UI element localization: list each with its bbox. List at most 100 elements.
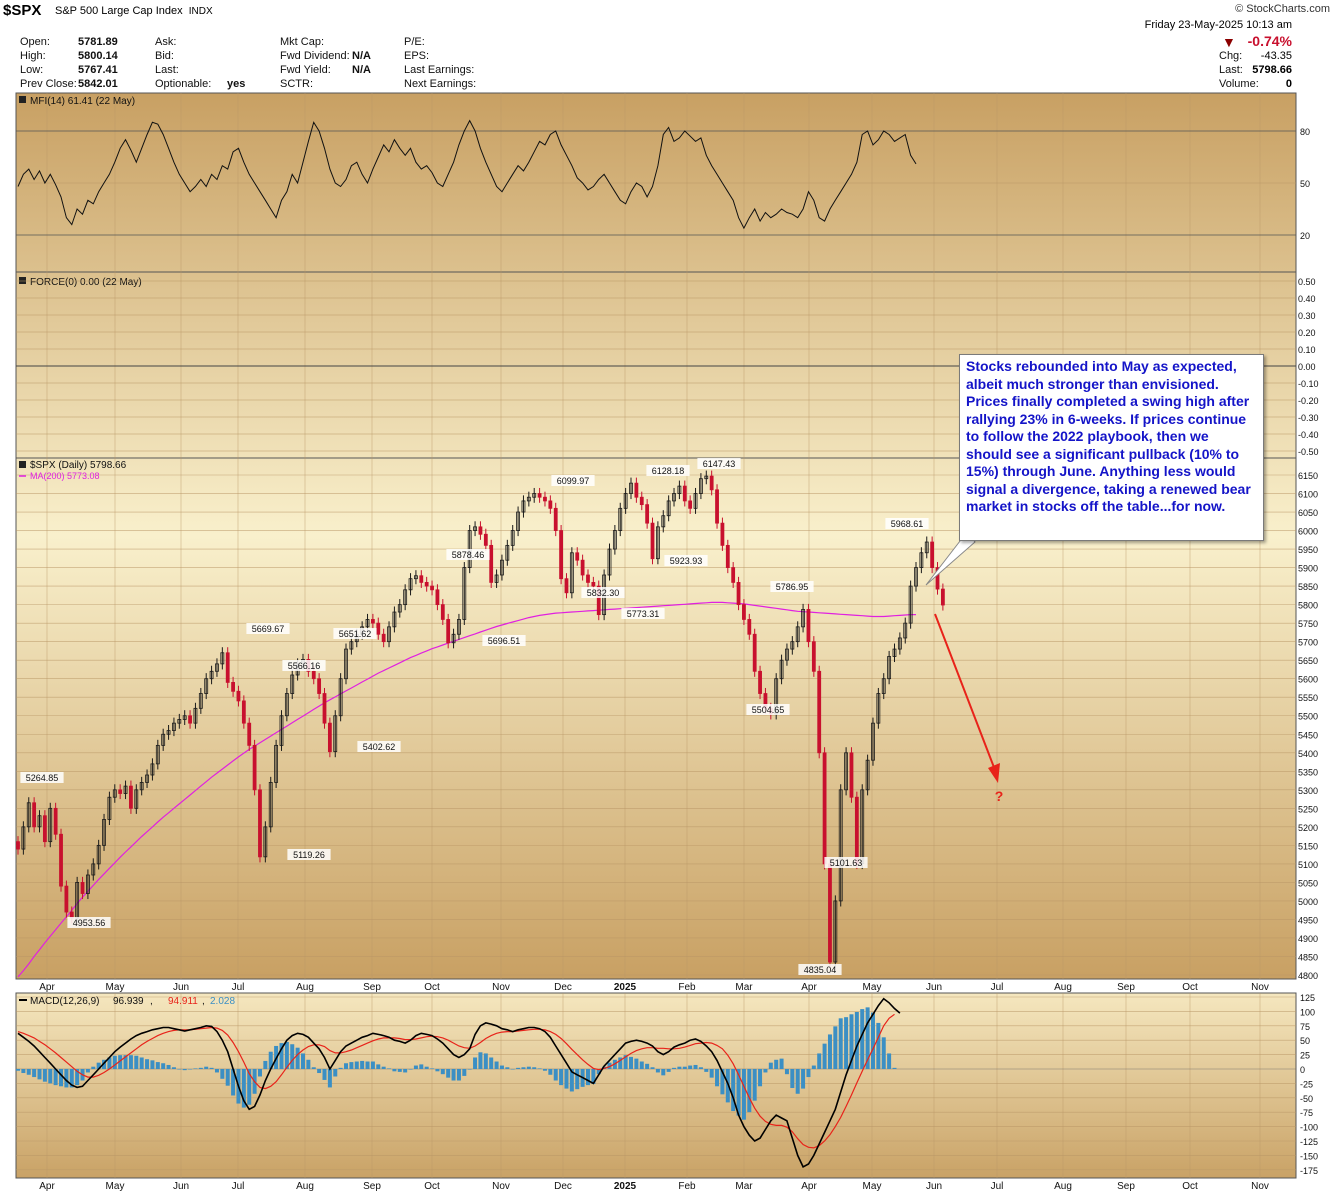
volume-label: Volume: [1219, 78, 1259, 90]
price-candle [666, 500, 671, 517]
price-candle [414, 575, 418, 580]
price-candle [806, 609, 811, 643]
price-y-tick: 4900 [1298, 934, 1318, 944]
macd-histogram-bar [268, 1051, 273, 1069]
macd-histogram-bar [548, 1069, 553, 1075]
macd-histogram-bar [516, 1067, 521, 1069]
price-label-bg [798, 964, 842, 975]
force-y-tick: -0.40 [1298, 430, 1319, 440]
mfi-title: MFI(14) 61.41 (22 May) [30, 96, 135, 107]
price-candle [397, 604, 402, 613]
price-candle [596, 585, 601, 616]
price-candle [752, 633, 757, 672]
price-candle [274, 744, 279, 783]
macd-histogram-bar [333, 1069, 338, 1077]
macd-histogram-bar [134, 1055, 139, 1069]
macd-histogram-bar [827, 1034, 832, 1069]
macd-histogram-bar [397, 1069, 402, 1072]
price-candle [731, 567, 736, 583]
macd-y-tick: -75 [1300, 1108, 1313, 1118]
price-candle [553, 507, 558, 531]
macd-histogram-bar [591, 1069, 596, 1084]
macd-histogram-bar [473, 1057, 478, 1069]
x-tick-label: Jul [991, 1181, 1004, 1192]
price-candle [209, 670, 214, 680]
price-annotation-label: 5119.26 [293, 850, 325, 860]
price-annotation-label: 5504.65 [752, 705, 785, 715]
macd-histogram-bar [892, 1067, 897, 1069]
macd-histogram-bar [166, 1064, 171, 1069]
x-tick-label: May [863, 982, 882, 993]
price-candle [720, 522, 725, 546]
price-label-bg [482, 635, 526, 646]
price-candle [247, 722, 252, 746]
macd-histogram-bar [752, 1069, 757, 1101]
macd-histogram-bar [795, 1069, 800, 1094]
annotation-box: Stocks rebounded into May as expected, a… [959, 354, 1264, 541]
source-watermark: © StockCharts.com [1235, 3, 1330, 15]
price-candle [279, 715, 284, 746]
price-candle [451, 633, 456, 644]
macd-histogram-bar [155, 1062, 160, 1069]
price-candle [736, 582, 741, 606]
macd-histogram-bar [430, 1068, 435, 1069]
price-label-bg [357, 741, 401, 752]
price-y-tick: 5150 [1298, 841, 1318, 851]
open-label: Open: [20, 36, 50, 48]
x-tick-label: Jun [173, 982, 189, 993]
price-candle [699, 478, 703, 494]
x-tick-label: Sep [363, 982, 381, 993]
price-candle [612, 530, 617, 550]
price-candle [112, 789, 117, 798]
price-candle [709, 475, 714, 491]
high-value: 5800.14 [78, 50, 118, 62]
price-y-tick: 5550 [1298, 693, 1318, 703]
price-candle [48, 807, 53, 843]
prevclose-value: 5842.01 [78, 78, 118, 90]
macd-histogram-bar [817, 1053, 822, 1069]
force-y-tick: -0.30 [1298, 413, 1319, 423]
price-candle [446, 619, 451, 644]
x-tick-label: Dec [554, 1181, 572, 1192]
price-candle [564, 578, 569, 594]
macd-line [17, 997, 901, 1169]
price-y-tick: 5050 [1298, 878, 1318, 888]
price-candle [86, 874, 90, 894]
fwdyield-label: Fwd Yield: [280, 64, 331, 76]
down-arrow-icon: ▼ [1222, 34, 1236, 50]
macd-y-tick: -150 [1300, 1151, 1318, 1161]
macd-histogram-bar [731, 1069, 736, 1112]
price-candle [370, 619, 375, 624]
price-candle [779, 659, 784, 680]
macd-histogram-bar [849, 1014, 854, 1069]
price-candle [849, 752, 854, 798]
price-candle [311, 670, 316, 680]
macd-histogram-bar [639, 1061, 644, 1069]
price-candle [32, 802, 37, 828]
price-candle [258, 789, 262, 858]
price-candle [801, 609, 805, 628]
macd-histogram-bar [822, 1043, 827, 1069]
macd-histogram-bar [123, 1055, 128, 1069]
price-candle [403, 589, 408, 606]
macd-histogram-bar [85, 1069, 90, 1073]
force-legend-swatch [19, 277, 26, 284]
price-candle [440, 604, 445, 620]
macd-histogram-bar [806, 1069, 811, 1078]
x-tick-label: 2025 [614, 982, 637, 993]
macd-histogram-bar [145, 1059, 150, 1069]
x-tick-label: Apr [39, 982, 55, 993]
price-candle [693, 493, 698, 509]
price-candle [919, 552, 924, 568]
macd-histogram-bar [542, 1069, 547, 1071]
price-candle [145, 774, 149, 783]
price-candle [500, 559, 504, 576]
price-label-bg [246, 623, 290, 634]
macd-y-tick: 125 [1300, 993, 1315, 1003]
price-candle [419, 575, 424, 583]
price-candle [838, 789, 843, 902]
macd-histogram-bar [53, 1069, 58, 1086]
price-label-bg [333, 628, 377, 639]
macd-histogram-bar [451, 1069, 456, 1081]
